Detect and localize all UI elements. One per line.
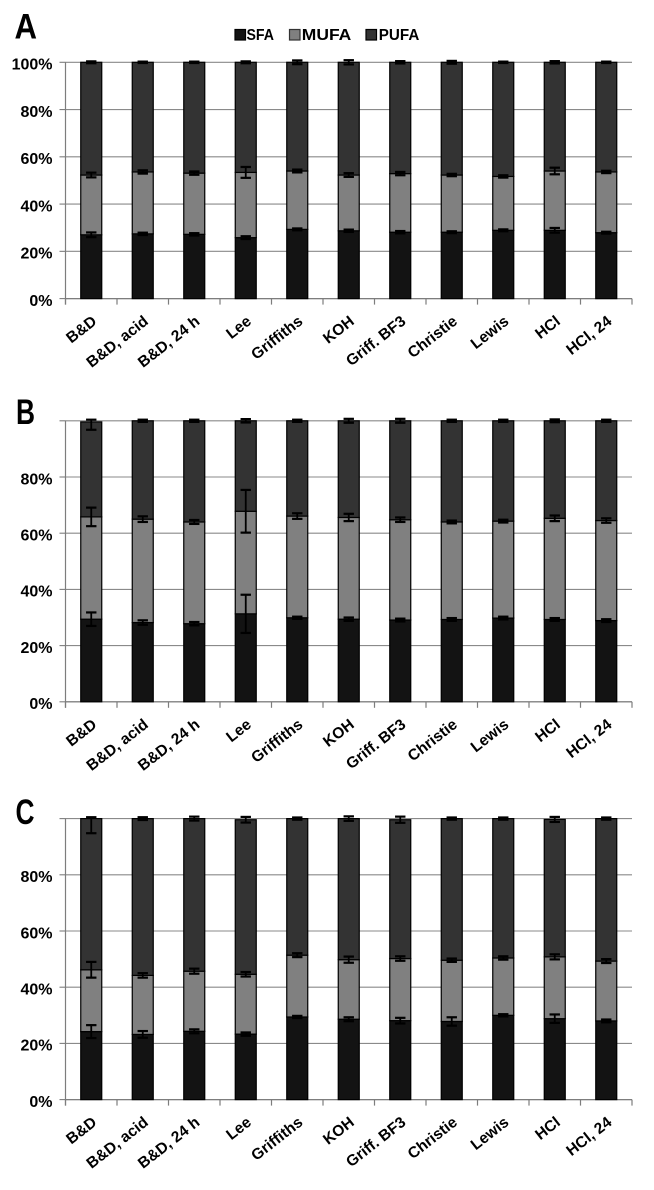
svg-text:60%: 60% <box>20 528 52 545</box>
svg-text:B: B <box>16 393 35 432</box>
svg-text:MUFA: MUFA <box>302 27 352 44</box>
svg-text:SFA: SFA <box>247 27 275 44</box>
svg-text:80%: 80% <box>20 471 52 488</box>
svg-text:20%: 20% <box>20 640 52 657</box>
svg-text:0%: 0% <box>29 293 52 310</box>
svg-text:20%: 20% <box>20 246 52 263</box>
svg-text:60%: 60% <box>20 925 52 942</box>
svg-text:40%: 40% <box>20 198 52 215</box>
svg-text:40%: 40% <box>20 982 52 999</box>
svg-text:80%: 80% <box>20 104 52 121</box>
svg-text:80%: 80% <box>20 869 52 886</box>
svg-text:0%: 0% <box>29 1094 52 1111</box>
svg-text:60%: 60% <box>20 151 52 168</box>
svg-text:A: A <box>15 8 38 47</box>
svg-text:100%: 100% <box>12 57 53 74</box>
svg-text:C: C <box>16 793 35 832</box>
svg-text:40%: 40% <box>20 584 52 601</box>
svg-text:PUFA: PUFA <box>379 27 420 44</box>
svg-text:0%: 0% <box>29 696 52 713</box>
svg-text:20%: 20% <box>20 1038 52 1055</box>
